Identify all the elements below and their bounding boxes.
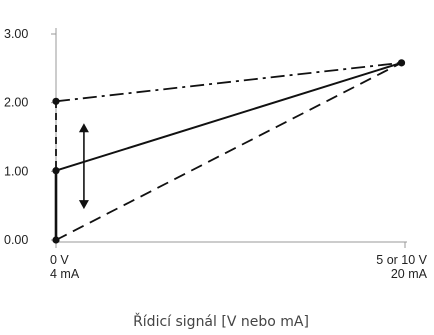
double-arrow: [78, 123, 89, 210]
data-point-marker: [397, 59, 406, 67]
data-markers: [52, 59, 406, 244]
y-tick-label: 0.00: [4, 233, 28, 247]
series-line-dash-dot: [55, 61, 402, 103]
y-tick-label: 3.00: [4, 27, 28, 41]
series-line-dashed: [55, 61, 402, 241]
tick-labels: 0.00 1.00 2.00 3.00 0 V4 mA 5 or 10 V20 mA: [4, 27, 428, 281]
x-tick-label: 20 mA: [391, 267, 428, 281]
x-tick-label: 5 or 10 V: [376, 253, 427, 267]
x-tick-label: 0 V: [50, 253, 69, 267]
data-point-marker: [52, 236, 60, 244]
series-line-solid: [55, 61, 402, 172]
axes: [51, 28, 407, 248]
data-point-marker: [52, 167, 60, 175]
x-tick-label: 4 mA: [50, 267, 80, 281]
arrow-down-icon: [78, 200, 89, 210]
data-point-marker: [52, 97, 60, 105]
y-tick-label: 2.00: [4, 96, 28, 110]
x-axis-title: Řídicí signál [V nebo mA]: [133, 313, 309, 330]
arrow-up-icon: [78, 123, 89, 133]
y-tick-label: 1.00: [4, 164, 28, 178]
series-lines: [54, 61, 402, 241]
